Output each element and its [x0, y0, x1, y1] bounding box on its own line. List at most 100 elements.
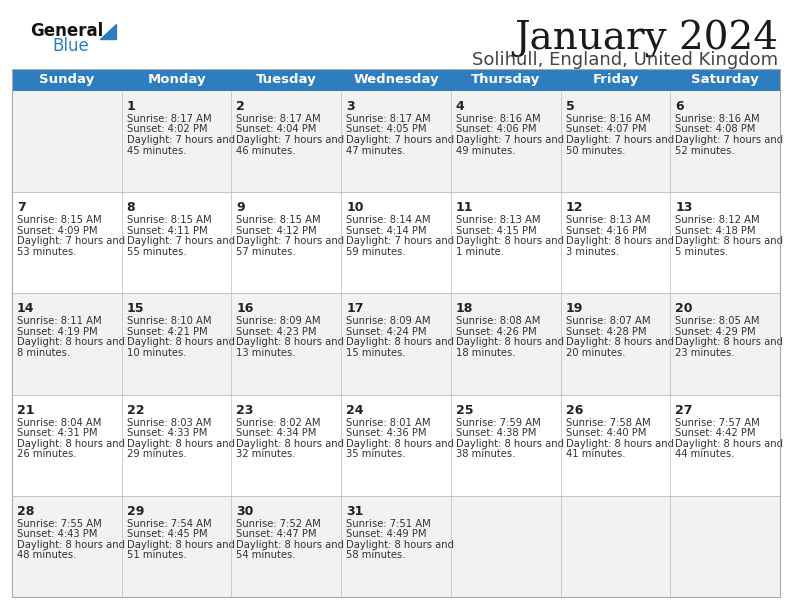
Bar [451, 293, 561, 395]
Text: 10 minutes.: 10 minutes. [127, 348, 186, 358]
Text: 24: 24 [346, 403, 364, 417]
Bar [12, 192, 122, 293]
Bar [231, 496, 341, 597]
Bar [561, 69, 670, 91]
Text: Daylight: 7 hours and: Daylight: 7 hours and [456, 135, 564, 145]
Text: Thursday: Thursday [471, 73, 540, 86]
Text: 6: 6 [676, 100, 684, 113]
Text: January 2024: January 2024 [514, 20, 778, 58]
Bar [231, 395, 341, 496]
Text: 22: 22 [127, 403, 144, 417]
Text: Sunset: 4:04 PM: Sunset: 4:04 PM [237, 124, 317, 135]
Bar [122, 395, 231, 496]
Text: 47 minutes.: 47 minutes. [346, 146, 406, 155]
Text: Sunset: 4:49 PM: Sunset: 4:49 PM [346, 529, 427, 539]
Bar [341, 192, 451, 293]
Text: Sunrise: 8:12 AM: Sunrise: 8:12 AM [676, 215, 760, 225]
Text: Sunset: 4:34 PM: Sunset: 4:34 PM [237, 428, 317, 438]
Text: Daylight: 8 hours and: Daylight: 8 hours and [127, 439, 234, 449]
Bar [12, 293, 122, 395]
Text: Sunset: 4:14 PM: Sunset: 4:14 PM [346, 226, 427, 236]
Text: Sunrise: 7:51 AM: Sunrise: 7:51 AM [346, 519, 431, 529]
Text: Daylight: 8 hours and: Daylight: 8 hours and [565, 439, 673, 449]
Bar [341, 69, 451, 91]
Text: 31: 31 [346, 505, 364, 518]
Text: Sunrise: 8:08 AM: Sunrise: 8:08 AM [456, 316, 540, 326]
Text: 25: 25 [456, 403, 474, 417]
Bar [12, 395, 122, 496]
Text: Sunrise: 8:13 AM: Sunrise: 8:13 AM [456, 215, 540, 225]
Bar [12, 69, 780, 597]
Text: Daylight: 8 hours and: Daylight: 8 hours and [237, 337, 345, 348]
Bar [561, 395, 670, 496]
Text: Sunrise: 8:17 AM: Sunrise: 8:17 AM [127, 114, 211, 124]
Bar [231, 69, 341, 91]
Text: 9: 9 [237, 201, 245, 214]
Text: Sunrise: 7:59 AM: Sunrise: 7:59 AM [456, 417, 541, 428]
Text: Sunrise: 8:09 AM: Sunrise: 8:09 AM [237, 316, 321, 326]
Text: Daylight: 8 hours and: Daylight: 8 hours and [346, 439, 454, 449]
Text: Sunrise: 8:03 AM: Sunrise: 8:03 AM [127, 417, 211, 428]
Text: Sunday: Sunday [40, 73, 94, 86]
Text: 45 minutes.: 45 minutes. [127, 146, 186, 155]
Text: 49 minutes.: 49 minutes. [456, 146, 516, 155]
Text: Monday: Monday [147, 73, 206, 86]
Text: Saturday: Saturday [691, 73, 759, 86]
Bar [12, 496, 122, 597]
Bar [231, 91, 341, 192]
Bar [451, 395, 561, 496]
Text: Sunrise: 8:04 AM: Sunrise: 8:04 AM [17, 417, 101, 428]
Text: 5 minutes.: 5 minutes. [676, 247, 729, 256]
Bar [341, 496, 451, 597]
Text: Sunset: 4:08 PM: Sunset: 4:08 PM [676, 124, 756, 135]
Text: 53 minutes.: 53 minutes. [17, 247, 77, 256]
Text: Sunrise: 8:05 AM: Sunrise: 8:05 AM [676, 316, 760, 326]
Text: 51 minutes.: 51 minutes. [127, 550, 186, 561]
Text: Sunrise: 8:07 AM: Sunrise: 8:07 AM [565, 316, 650, 326]
Text: Sunset: 4:19 PM: Sunset: 4:19 PM [17, 327, 97, 337]
Text: Blue: Blue [52, 37, 89, 55]
Text: Daylight: 8 hours and: Daylight: 8 hours and [565, 236, 673, 246]
Text: Daylight: 7 hours and: Daylight: 7 hours and [237, 236, 345, 246]
Text: Sunrise: 8:09 AM: Sunrise: 8:09 AM [346, 316, 431, 326]
Text: Sunrise: 8:11 AM: Sunrise: 8:11 AM [17, 316, 101, 326]
Text: Sunrise: 8:17 AM: Sunrise: 8:17 AM [237, 114, 321, 124]
Text: 7: 7 [17, 201, 26, 214]
Text: Daylight: 7 hours and: Daylight: 7 hours and [565, 135, 674, 145]
Text: 11: 11 [456, 201, 474, 214]
Text: Daylight: 7 hours and: Daylight: 7 hours and [17, 236, 125, 246]
Bar [670, 91, 780, 192]
Text: 2: 2 [237, 100, 246, 113]
Text: 10: 10 [346, 201, 364, 214]
Text: 48 minutes.: 48 minutes. [17, 550, 76, 561]
Text: 41 minutes.: 41 minutes. [565, 449, 625, 459]
Text: 27: 27 [676, 403, 693, 417]
Bar [561, 496, 670, 597]
Bar [122, 293, 231, 395]
Polygon shape [100, 24, 116, 39]
Text: Daylight: 8 hours and: Daylight: 8 hours and [237, 540, 345, 550]
Text: Sunrise: 8:10 AM: Sunrise: 8:10 AM [127, 316, 211, 326]
Bar [561, 91, 670, 192]
Text: 14: 14 [17, 302, 35, 315]
Text: Wednesday: Wednesday [353, 73, 439, 86]
Text: 8: 8 [127, 201, 135, 214]
Text: Daylight: 8 hours and: Daylight: 8 hours and [456, 236, 564, 246]
Text: Sunrise: 8:01 AM: Sunrise: 8:01 AM [346, 417, 431, 428]
Text: 35 minutes.: 35 minutes. [346, 449, 406, 459]
Text: 30: 30 [237, 505, 253, 518]
Text: Sunrise: 8:13 AM: Sunrise: 8:13 AM [565, 215, 650, 225]
Text: Sunset: 4:43 PM: Sunset: 4:43 PM [17, 529, 97, 539]
Bar [451, 69, 561, 91]
Text: 20: 20 [676, 302, 693, 315]
Text: Daylight: 8 hours and: Daylight: 8 hours and [17, 337, 125, 348]
Text: Sunset: 4:45 PM: Sunset: 4:45 PM [127, 529, 208, 539]
Text: 32 minutes.: 32 minutes. [237, 449, 296, 459]
Text: Sunset: 4:42 PM: Sunset: 4:42 PM [676, 428, 756, 438]
Bar [341, 91, 451, 192]
Text: Daylight: 8 hours and: Daylight: 8 hours and [565, 337, 673, 348]
Text: Sunrise: 7:57 AM: Sunrise: 7:57 AM [676, 417, 760, 428]
Text: Friday: Friday [592, 73, 638, 86]
Text: Daylight: 8 hours and: Daylight: 8 hours and [676, 236, 783, 246]
Text: 26 minutes.: 26 minutes. [17, 449, 77, 459]
